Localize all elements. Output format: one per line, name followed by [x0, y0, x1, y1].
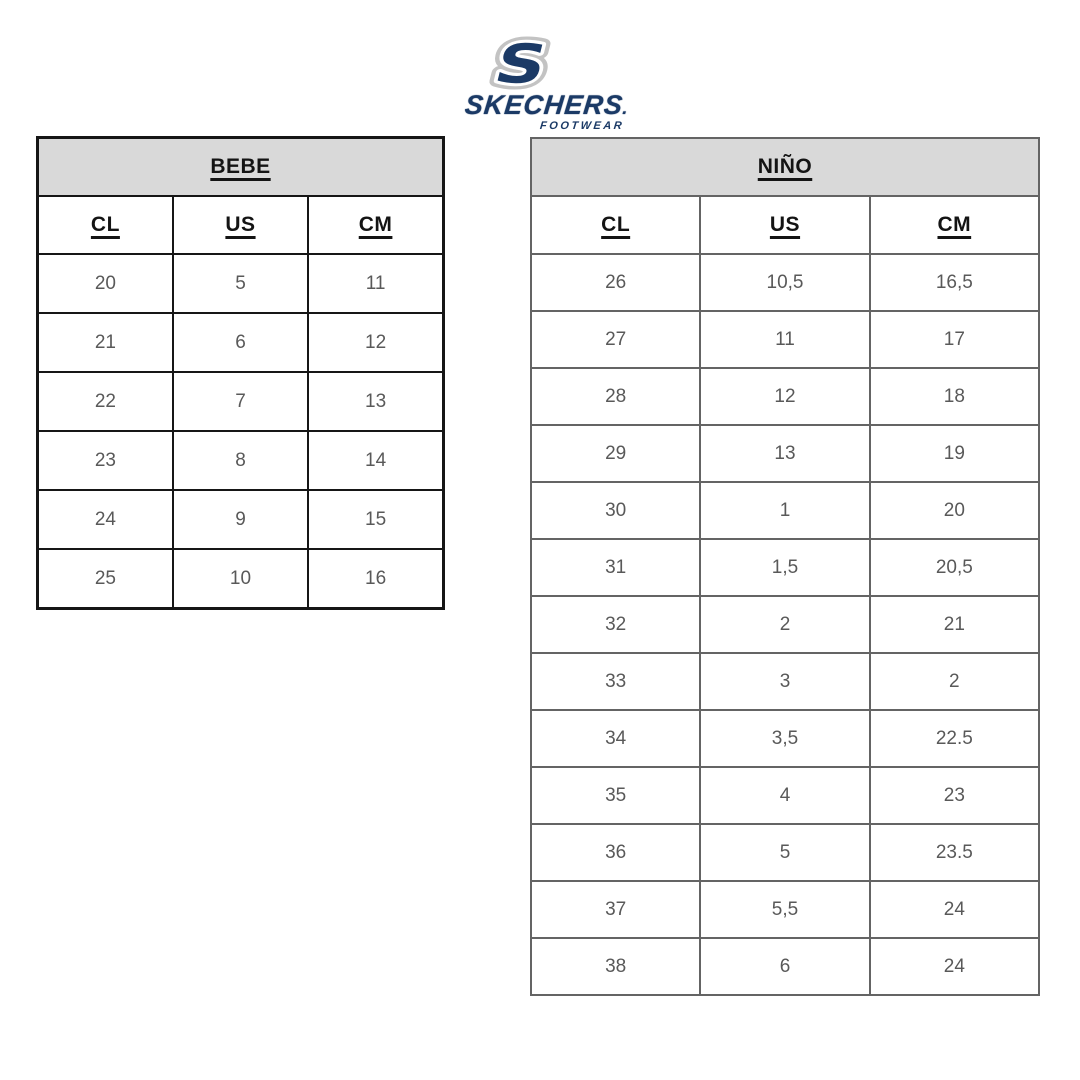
- size-cell: 34: [529, 709, 702, 768]
- size-cell: 12: [699, 367, 871, 426]
- table-row: 34 3,5 22.5: [529, 709, 1041, 768]
- column-header-cl: CL: [36, 195, 174, 255]
- size-cell: 31: [529, 538, 702, 597]
- size-cell: 22.5: [868, 709, 1041, 768]
- size-cell: 3: [699, 652, 871, 711]
- size-cell: 24: [868, 937, 1041, 996]
- column-header-us: US: [699, 195, 871, 255]
- size-cell: 20: [868, 481, 1041, 540]
- table-row: 35 4 23: [529, 766, 1041, 825]
- size-cell: 27: [529, 310, 702, 369]
- table-row: 38 6 24: [529, 937, 1041, 996]
- size-cell: 22: [36, 371, 174, 432]
- size-cell: 23: [36, 430, 174, 491]
- table-body: 26 10,5 16,5 27 11 17 28 12 18 29 13 19 30 1 20 31 1,5 20…: [529, 253, 1041, 996]
- size-cell: 4: [699, 766, 871, 825]
- column-header-us: US: [171, 195, 310, 255]
- skechers-wordmark: SKECHERS.: [463, 90, 630, 120]
- table-row: 20 5 11: [36, 253, 445, 314]
- table-row: 28 12 18: [529, 367, 1041, 426]
- table-row: 21 6 12: [36, 312, 445, 373]
- table-row: 30 1 20: [529, 481, 1041, 540]
- size-cell: 20: [36, 253, 174, 314]
- table-row: 36 5 23.5: [529, 823, 1041, 882]
- size-cell: 11: [699, 310, 871, 369]
- size-cell: 28: [529, 367, 702, 426]
- size-cell: 24: [36, 489, 174, 550]
- skechers-logo: S S S SKECHERS. FOOTWEAR: [430, 34, 650, 132]
- size-cell: 10,5: [699, 253, 871, 312]
- size-cell: 2: [699, 595, 871, 654]
- size-cell: 15: [307, 489, 445, 550]
- table-row: 22 7 13: [36, 371, 445, 432]
- size-cell: 12: [307, 312, 445, 373]
- table-row: 25 10 16: [36, 548, 445, 610]
- bebe-size-table: BEBE CL US CM 20 5 11 21 6 12 22 7 13 23 8 14 24 9 15 25 1…: [36, 136, 445, 610]
- size-cell: 21: [868, 595, 1041, 654]
- size-cell: 23.5: [868, 823, 1041, 882]
- size-cell: 7: [171, 371, 310, 432]
- size-cell: 35: [529, 766, 702, 825]
- size-cell: 33: [529, 652, 702, 711]
- size-cell: 1: [699, 481, 871, 540]
- table-header-row: CL US CM: [529, 195, 1041, 255]
- size-cell: 26: [529, 253, 702, 312]
- size-cell: 2: [868, 652, 1041, 711]
- size-cell: 21: [36, 312, 174, 373]
- size-cell: 18: [868, 367, 1041, 426]
- size-cell: 11: [307, 253, 445, 314]
- table-row: 26 10,5 16,5: [529, 253, 1041, 312]
- size-cell: 5: [699, 823, 871, 882]
- table-title-row: BEBE: [36, 136, 445, 197]
- column-header-cm: CM: [868, 195, 1041, 255]
- size-cell: 24: [868, 880, 1041, 939]
- table-title: NIÑO: [757, 155, 813, 178]
- table-row: 29 13 19: [529, 424, 1041, 483]
- table-title-row: NIÑO: [530, 137, 1040, 197]
- size-cell: 17: [868, 310, 1041, 369]
- table-title: BEBE: [210, 155, 271, 178]
- size-cell: 36: [529, 823, 702, 882]
- table-row: 23 8 14: [36, 430, 445, 491]
- table-row: 31 1,5 20,5: [529, 538, 1041, 597]
- size-cell: 5,5: [699, 880, 871, 939]
- column-header-cl: CL: [529, 195, 702, 255]
- size-cell: 29: [529, 424, 702, 483]
- size-cell: 20,5: [868, 538, 1041, 597]
- table-row: 27 11 17: [529, 310, 1041, 369]
- table-body: 20 5 11 21 6 12 22 7 13 23 8 14 24 9 15 25 10 16: [36, 253, 445, 610]
- table-row: 24 9 15: [36, 489, 445, 550]
- size-cell: 23: [868, 766, 1041, 825]
- size-cell: 32: [529, 595, 702, 654]
- size-cell: 3,5: [699, 709, 871, 768]
- size-cell: 38: [529, 937, 702, 996]
- size-cell: 19: [868, 424, 1041, 483]
- skechers-s-icon: S S S: [481, 34, 560, 96]
- size-cell: 25: [36, 548, 174, 610]
- size-cell: 9: [171, 489, 310, 550]
- size-cell: 14: [307, 430, 445, 491]
- size-cell: 8: [171, 430, 310, 491]
- size-cell: 10: [171, 548, 310, 610]
- table-header-row: CL US CM: [36, 195, 445, 255]
- svg-text:S: S: [489, 34, 554, 96]
- size-cell: 13: [699, 424, 871, 483]
- size-cell: 30: [529, 481, 702, 540]
- size-cell: 16,5: [868, 253, 1041, 312]
- skechers-footwear-label: FOOTWEAR: [539, 120, 625, 132]
- size-cell: 37: [529, 880, 702, 939]
- size-cell: 1,5: [699, 538, 871, 597]
- table-row: 32 2 21: [529, 595, 1041, 654]
- size-cell: 16: [307, 548, 445, 610]
- size-cell: 13: [307, 371, 445, 432]
- nino-size-table: NIÑO CL US CM 26 10,5 16,5 27 11 17 28 12 18 29 13 19…: [529, 137, 1041, 996]
- size-cell: 6: [699, 937, 871, 996]
- size-cell: 5: [171, 253, 310, 314]
- table-row: 33 3 2: [529, 652, 1041, 711]
- table-row: 37 5,5 24: [529, 880, 1041, 939]
- size-cell: 6: [171, 312, 310, 373]
- column-header-cm: CM: [307, 195, 445, 255]
